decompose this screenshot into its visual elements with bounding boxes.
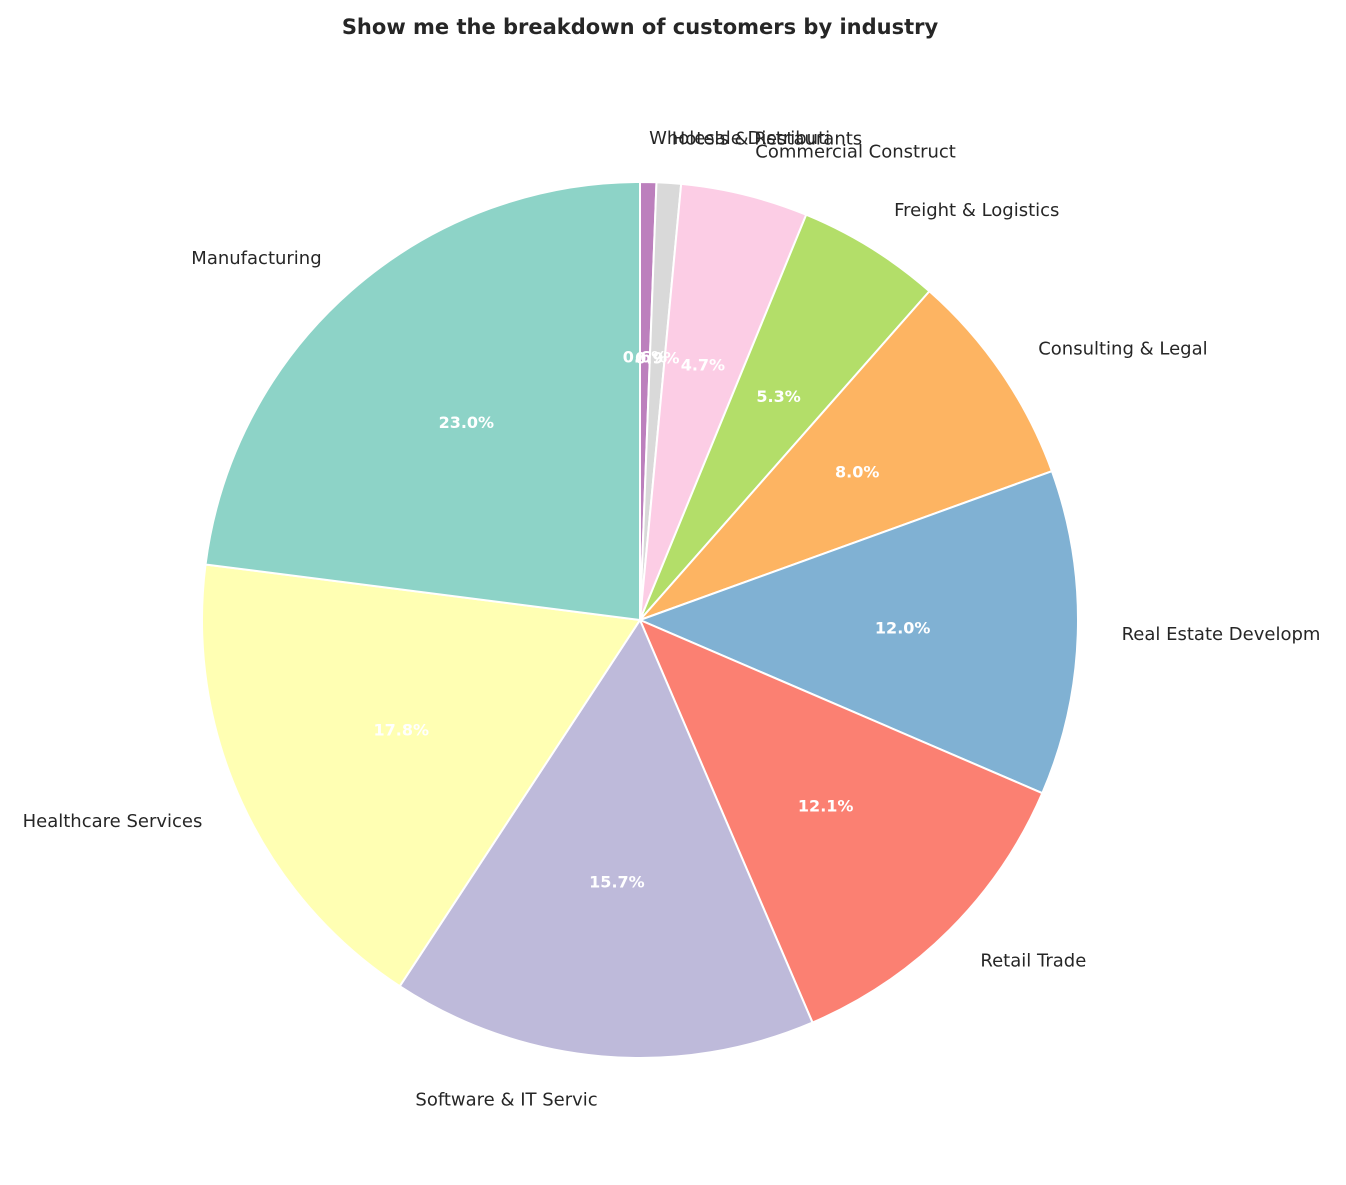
percent-label-freight-logistics: 5.3% <box>756 387 800 406</box>
percent-labels: 0.6%0.9% 4.7% 5.3% 8.0% 12.0% 12.1% 15.7% 17.8%… <box>374 348 931 892</box>
percent-label-wholesale-distributi: 0.6% <box>623 348 667 367</box>
percent-label-commercial-construct: 4.7% <box>681 355 725 374</box>
slice-freight-logistics <box>639 213 931 621</box>
percent-label-manufacturing: 23.0% <box>439 413 495 432</box>
category-label-manufacturing: Manufacturing <box>191 248 321 269</box>
category-label-wholesale-distributi: Wholesale Distributi <box>649 128 830 149</box>
category-label-real-estate-developm: Real Estate Developm <box>1122 624 1321 645</box>
percent-label-hotels-restaurants: 0.9% <box>635 348 679 367</box>
category-label-healthcare-services: Healthcare Services <box>23 811 203 832</box>
category-label-consulting-legal: Consulting & Legal <box>1038 338 1207 359</box>
category-label-retail-trade: Retail Trade <box>980 950 1086 971</box>
percent-label-consulting-legal: 8.0% <box>835 463 879 482</box>
category-label-hotels-restaurants: Hotels & Restaurants <box>672 129 862 150</box>
percent-label-healthcare-services: 17.8% <box>374 720 430 739</box>
percent-label-software-it-servic: 15.7% <box>589 872 645 891</box>
category-label-freight-logistics: Freight & Logistics <box>894 200 1059 221</box>
pie-slices <box>201 180 1079 1059</box>
category-label-commercial-construct: Commercial Construct <box>755 142 956 163</box>
category-label-software-it-servic: Software & IT Servic <box>415 1089 597 1110</box>
slice-retail-trade <box>638 618 1044 1024</box>
slice-software-it-servic <box>398 617 814 1059</box>
slice-manufacturing <box>204 180 641 622</box>
percent-label-real-estate-developm: 12.0% <box>875 618 931 637</box>
chart-title: Show me the breakdown of customers by in… <box>342 15 939 39</box>
slice-real-estate-developm <box>637 469 1079 795</box>
slice-healthcare-services <box>201 563 642 988</box>
percent-label-retail-trade: 12.1% <box>798 796 854 815</box>
slice-consulting-legal <box>639 289 1054 621</box>
